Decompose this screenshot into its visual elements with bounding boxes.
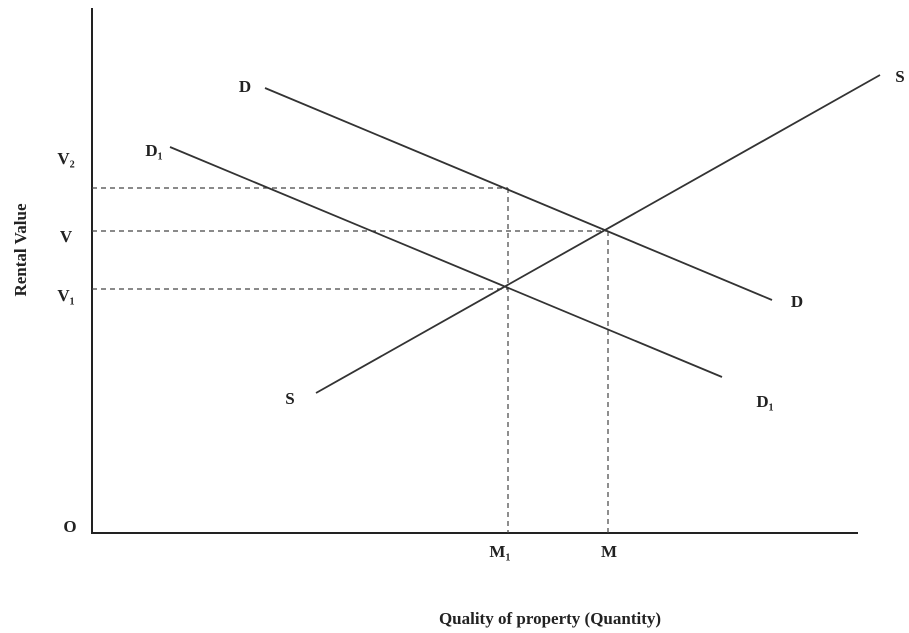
curve-label: S	[895, 67, 904, 86]
demand-curve-1	[169, 146, 723, 378]
curve-label: D₁	[145, 141, 162, 160]
curve-label: D₁	[756, 392, 773, 411]
y-tick-label: V₂	[57, 149, 74, 168]
origin-label: O	[63, 517, 76, 536]
curve-label: D	[239, 77, 251, 96]
curve-label: D	[791, 292, 803, 311]
x-tick-label: M₁	[489, 542, 510, 561]
curve-label: S	[285, 389, 294, 408]
demand-curve	[264, 87, 773, 301]
x-tick-label: M	[601, 542, 617, 561]
x-axis-label: Quality of property (Quantity)	[439, 609, 661, 628]
y-tick-label: V	[60, 227, 73, 246]
supply-curve	[315, 74, 881, 394]
y-axis-label: Rental Value	[11, 203, 30, 296]
y-tick-label: V₁	[57, 286, 74, 305]
